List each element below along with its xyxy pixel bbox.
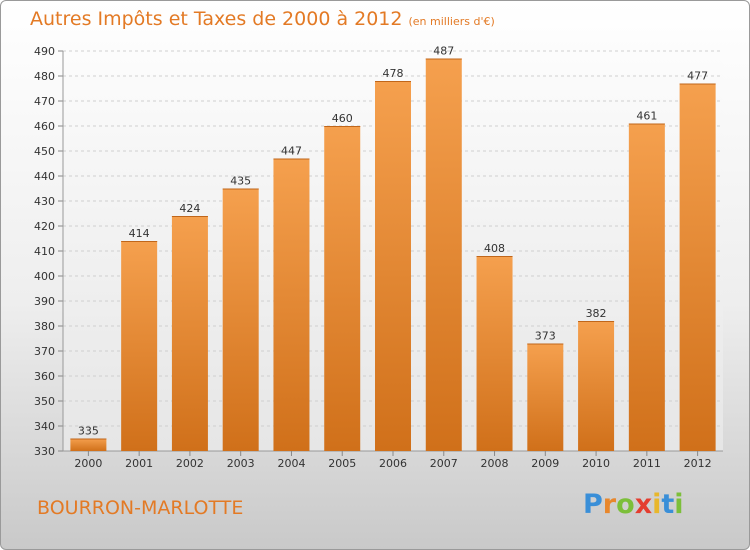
y-tick-label: 360 [34, 370, 55, 383]
data-label: 408 [484, 242, 505, 255]
bar [628, 123, 665, 451]
commune-name: BOURRON-MARLOTTE [37, 497, 244, 519]
data-label: 335 [78, 425, 99, 438]
proxiti-logo: Proxiti [583, 489, 684, 520]
y-tick-label: 370 [34, 345, 55, 358]
y-tick-label: 410 [34, 245, 55, 258]
x-tick-label: 2001 [125, 457, 153, 470]
y-tick-label: 420 [34, 220, 55, 233]
y-tick-label: 340 [34, 420, 55, 433]
x-tick-label: 2004 [277, 457, 305, 470]
x-tick-label: 2012 [684, 457, 712, 470]
bar [679, 83, 716, 451]
y-tick-label: 470 [34, 95, 55, 108]
bar [324, 126, 361, 451]
chart-title-text: Autres Impôts et Taxes de 2000 à 2012 [30, 8, 403, 30]
x-tick-label: 2002 [176, 457, 204, 470]
x-tick-label: 2006 [379, 457, 407, 470]
bar [222, 188, 259, 451]
bar [121, 241, 158, 451]
data-label: 424 [179, 202, 200, 215]
bar [578, 321, 615, 451]
y-tick-label: 450 [34, 145, 55, 158]
data-label: 460 [332, 112, 353, 125]
x-tick-label: 2010 [582, 457, 610, 470]
data-label: 447 [281, 145, 302, 158]
logo-letter: i [652, 489, 662, 520]
y-tick-label: 430 [34, 195, 55, 208]
data-label: 373 [535, 330, 556, 343]
y-tick-label: 490 [34, 45, 55, 58]
chart-title: Autres Impôts et Taxes de 2000 à 2012 (en… [30, 8, 495, 30]
logo-letter: o [616, 489, 635, 520]
bar [70, 438, 107, 451]
x-tick-label: 2003 [227, 457, 255, 470]
bar [425, 58, 462, 451]
bar [273, 158, 310, 451]
x-tick-label: 2009 [531, 457, 559, 470]
data-label: 382 [586, 307, 607, 320]
y-tick-label: 350 [34, 395, 55, 408]
x-tick-label: 2011 [633, 457, 661, 470]
chart-subtitle: (en milliers d'€) [408, 15, 495, 28]
logo-letter: i [674, 489, 684, 520]
data-label: 478 [383, 67, 404, 80]
logo-letter: t [661, 489, 675, 520]
y-tick-label: 440 [34, 170, 55, 183]
logo-letter: x [634, 489, 653, 520]
y-tick-label: 390 [34, 295, 55, 308]
data-label: 487 [433, 45, 454, 58]
data-label: 414 [129, 227, 150, 240]
y-tick-label: 480 [34, 70, 55, 83]
bar [476, 256, 513, 451]
x-tick-label: 2005 [328, 457, 356, 470]
data-label: 477 [687, 70, 708, 83]
bar [375, 81, 411, 451]
logo-letter: P [583, 489, 603, 520]
y-tick-label: 380 [34, 320, 55, 333]
x-tick-label: 2000 [74, 457, 102, 470]
data-label: 435 [230, 175, 251, 188]
y-tick-label: 400 [34, 270, 55, 283]
x-tick-label: 2008 [481, 457, 509, 470]
bar [171, 216, 208, 451]
x-tick-label: 2007 [430, 457, 458, 470]
data-label: 461 [636, 110, 657, 123]
logo-letter: r [602, 489, 617, 520]
y-tick-label: 460 [34, 120, 55, 133]
y-tick-label: 330 [34, 445, 55, 458]
bar [527, 343, 564, 451]
